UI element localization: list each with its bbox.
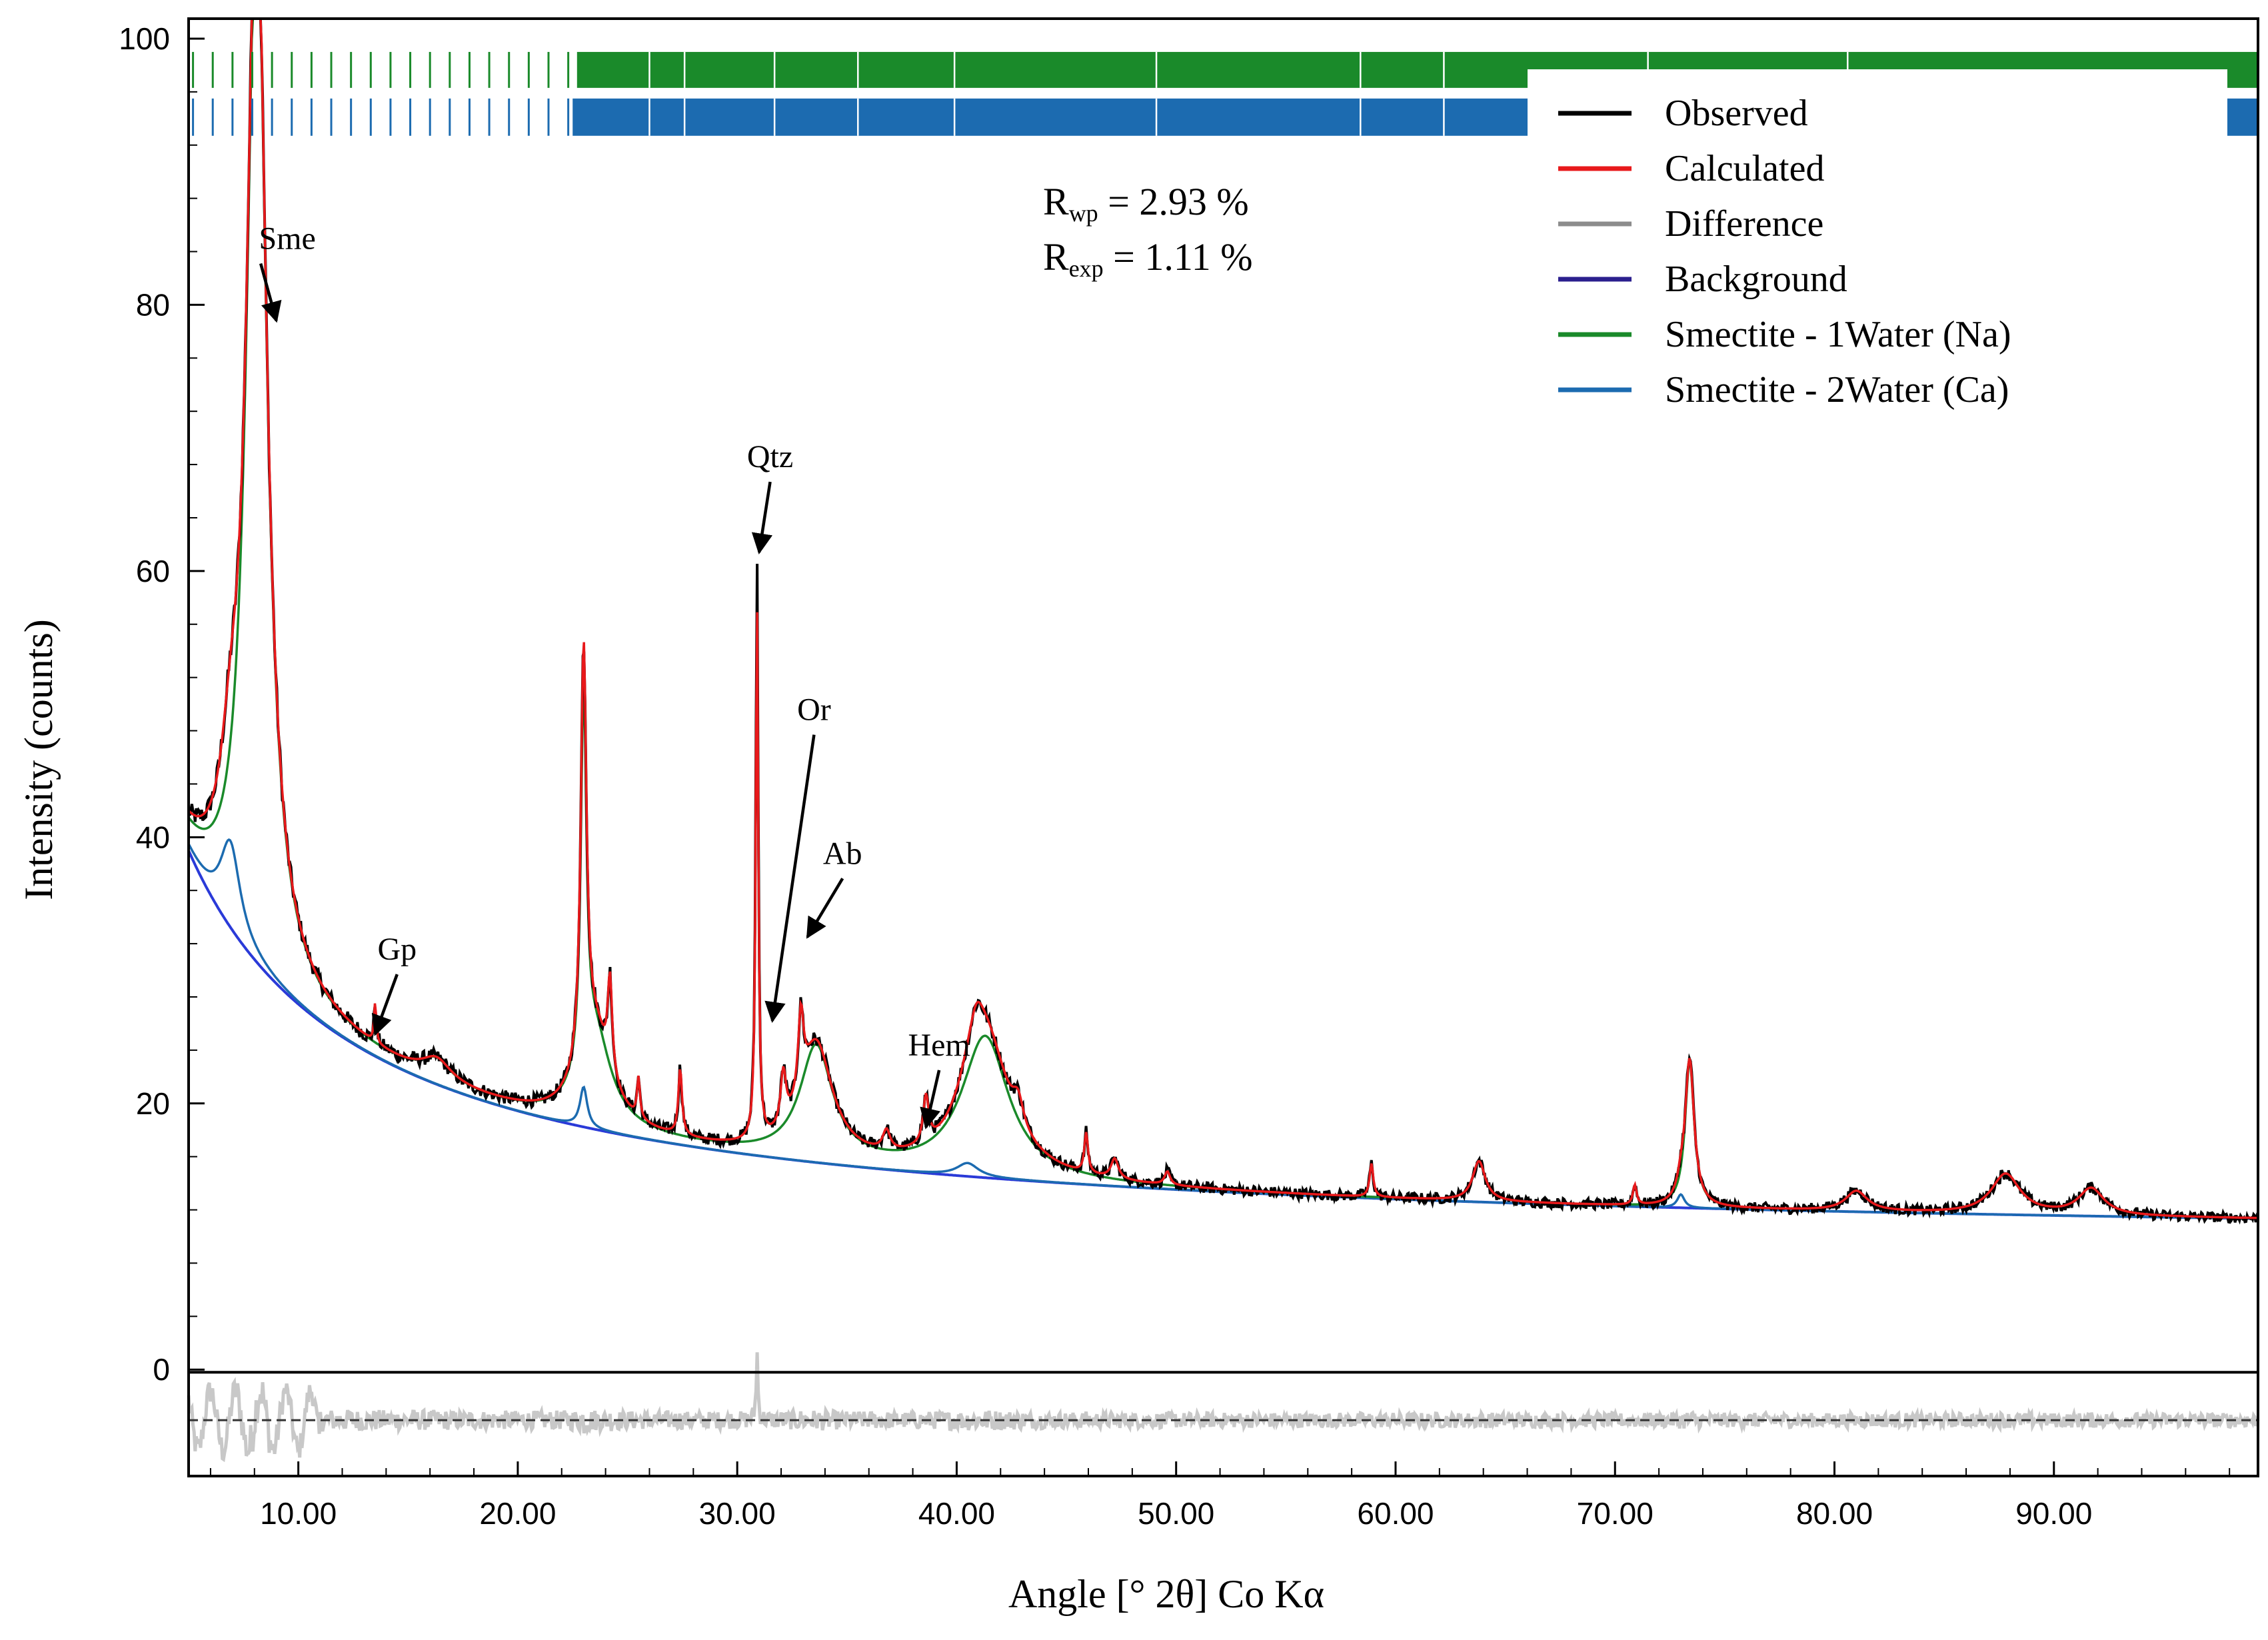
x-tick-label: 90.00 (2015, 1496, 2092, 1531)
observed-curve (187, 17, 2259, 1225)
plot-frame (187, 17, 2259, 1477)
y-tick-label: 0 (153, 1352, 170, 1387)
x-tick-label: 30.00 (699, 1496, 776, 1531)
annotation-arrow (371, 974, 399, 1036)
y-tick-label: 20 (136, 1086, 170, 1121)
legend-box (1528, 69, 2227, 446)
y-tick-label: 40 (136, 820, 170, 854)
annotation-gp: Gp (377, 932, 417, 967)
x-tick-label: 80.00 (1796, 1496, 1873, 1531)
legend-label: Observed (1665, 93, 1808, 134)
rexp-stat: Rexp = 1.11 % (1043, 235, 1253, 282)
x-tick-label: 60.00 (1357, 1496, 1434, 1531)
peak-annotations: Sme Gp Qtz Or Ab Hem (259, 221, 970, 1130)
x-tick-label: 40.00 (918, 1496, 995, 1531)
legend-label: Calculated (1665, 148, 1824, 189)
annotation-or: Or (797, 692, 831, 728)
x-tick-label: 10.00 (260, 1496, 337, 1531)
annotation-arrow (920, 1070, 941, 1130)
legend: Observed Calculated Difference Background Sm… (1528, 69, 2227, 446)
annotation-arrow (751, 481, 773, 555)
legend-label: Smectite - 2Water (Ca) (1665, 369, 2009, 410)
annotation-arrow (259, 263, 282, 323)
x-tick-label: 50.00 (1138, 1496, 1214, 1531)
y-tick-label: 60 (136, 554, 170, 588)
y-tick-label: 100 (119, 21, 170, 56)
x-tick-label: 70.00 (1577, 1496, 1654, 1531)
legend-label: Difference (1665, 203, 1823, 245)
x-axis-title: Angle [° 2θ] Co Kα (1008, 1572, 1324, 1616)
legend-label: Smectite - 1Water (Na) (1665, 314, 2011, 355)
annotation-sme: Sme (259, 221, 315, 257)
x-tick-label: 20.00 (479, 1496, 556, 1531)
curves-layer (187, 17, 2260, 1463)
difference-curve (187, 1352, 2260, 1463)
legend-label: Background (1665, 259, 1847, 300)
annotation-arrow (764, 734, 816, 1024)
axes-layer: 10.00 20.00 30.00 40.00 50.00 60.00 70.00 80.00… (119, 17, 2259, 1531)
y-tick-label: 80 (136, 287, 170, 322)
calculated-curve (187, 17, 2258, 1220)
annotation-hem: Hem (908, 1028, 970, 1063)
annotation-qtz: Qtz (747, 439, 793, 474)
annotation-ab: Ab (823, 836, 862, 871)
annotation-arrow (806, 878, 844, 939)
y-axis-title: Intensity (counts) (17, 619, 61, 900)
